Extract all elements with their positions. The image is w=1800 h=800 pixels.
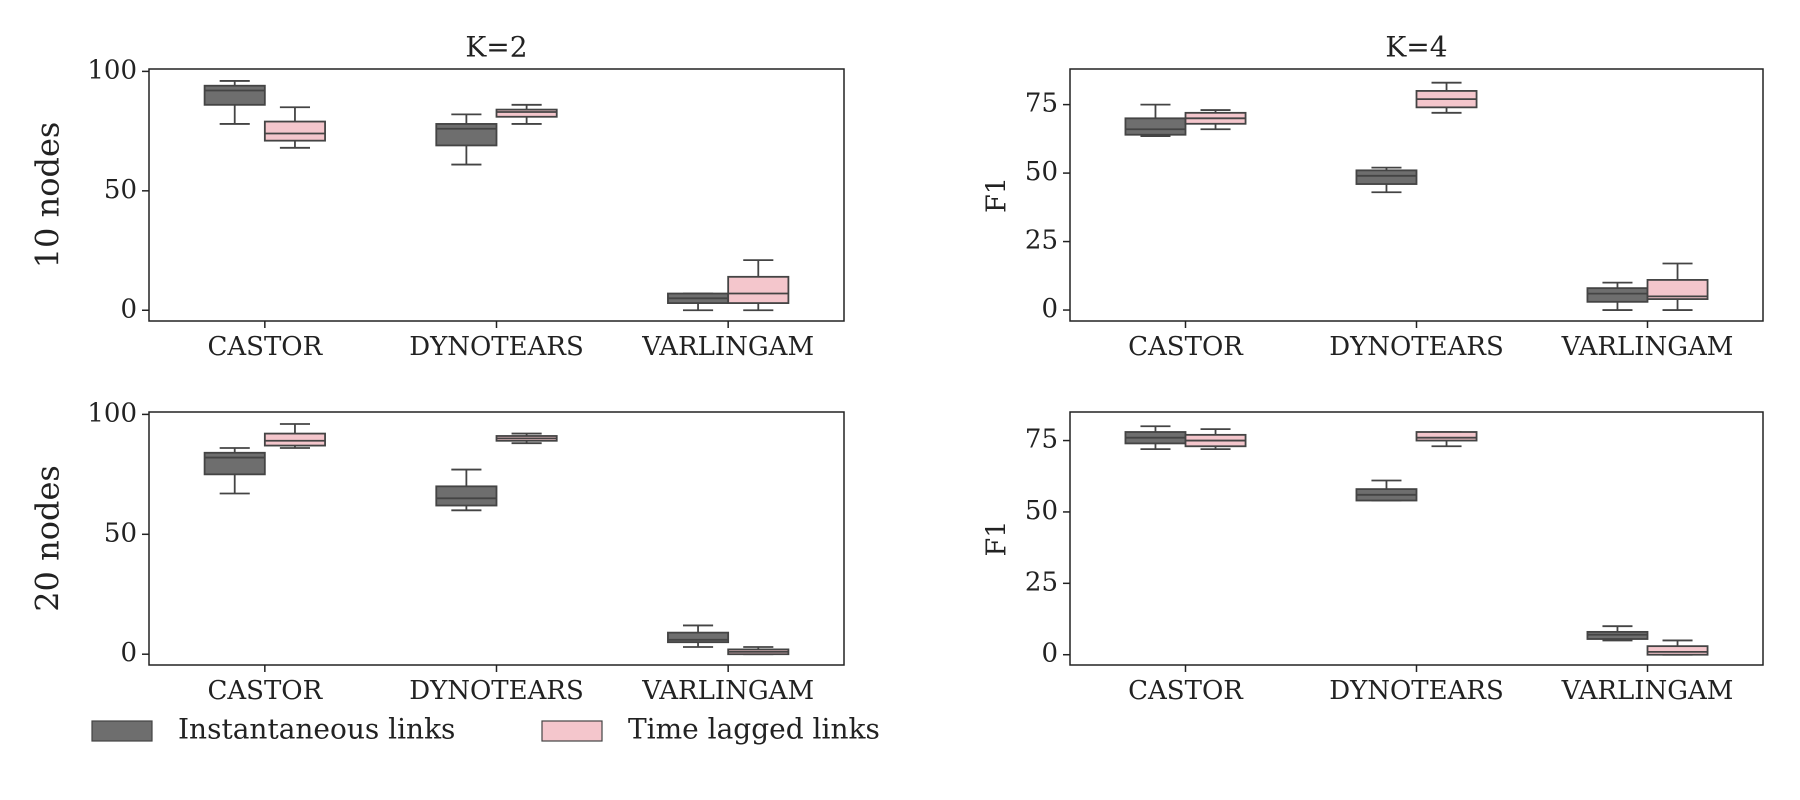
- box: [1586, 287, 1649, 303]
- x-tick-label: CASTOR: [1128, 676, 1244, 706]
- y-tick-label: 25: [1025, 567, 1058, 597]
- y-axis-label: 10 nodes: [29, 122, 67, 269]
- box: [203, 451, 266, 476]
- x-tick-label: VARLINGAM: [641, 332, 814, 362]
- x-tick-label: VARLINGAM: [1561, 332, 1734, 362]
- x-tick-label: CASTOR: [207, 332, 323, 362]
- x-tick-label: VARLINGAM: [641, 676, 814, 706]
- y-axis-label: 20 nodes: [29, 465, 67, 612]
- plot-frame: [1069, 411, 1764, 666]
- box: [495, 108, 558, 118]
- legend-label: Time lagged links: [628, 713, 880, 746]
- y-tick-label: 0: [1041, 294, 1058, 324]
- y-axis-label: F1: [982, 521, 1013, 557]
- y-tick-label: 25: [1025, 226, 1058, 256]
- box: [1646, 645, 1709, 656]
- y-tick-label: 50: [1025, 496, 1058, 526]
- box: [263, 120, 326, 142]
- box: [435, 123, 498, 147]
- chart-title: K=2: [465, 31, 527, 64]
- box: [435, 485, 498, 507]
- y-tick-label: 0: [1041, 639, 1058, 669]
- legend-swatch: [541, 720, 603, 742]
- y-tick-label: 50: [104, 175, 137, 205]
- y-tick-label: 100: [87, 398, 137, 428]
- x-tick-label: CASTOR: [207, 676, 323, 706]
- x-tick-label: CASTOR: [1128, 332, 1244, 362]
- box: [263, 432, 326, 447]
- y-tick-label: 0: [120, 638, 137, 668]
- x-tick-label: DYNOTEARS: [1329, 676, 1504, 706]
- y-tick-label: 50: [104, 518, 137, 548]
- x-tick-label: DYNOTEARS: [1329, 332, 1504, 362]
- box: [1355, 169, 1418, 185]
- x-tick-label: VARLINGAM: [1561, 676, 1734, 706]
- box: [727, 275, 790, 304]
- plot-frame: [148, 411, 845, 666]
- x-tick-label: DYNOTEARS: [409, 676, 584, 706]
- x-tick-label: DYNOTEARS: [409, 332, 584, 362]
- y-axis-label: F1: [982, 177, 1013, 213]
- y-tick-label: 50: [1025, 157, 1058, 187]
- box: [1124, 117, 1187, 136]
- chart-title: K=4: [1385, 31, 1447, 64]
- y-tick-label: 0: [120, 294, 137, 324]
- legend-label: Instantaneous links: [178, 713, 455, 746]
- y-tick-label: 75: [1025, 89, 1058, 119]
- y-tick-label: 75: [1025, 425, 1058, 455]
- legend-swatch: [91, 720, 153, 742]
- box: [1415, 431, 1478, 442]
- box: [667, 631, 730, 644]
- box: [203, 84, 266, 106]
- y-tick-label: 100: [87, 55, 137, 85]
- box: [1646, 279, 1709, 300]
